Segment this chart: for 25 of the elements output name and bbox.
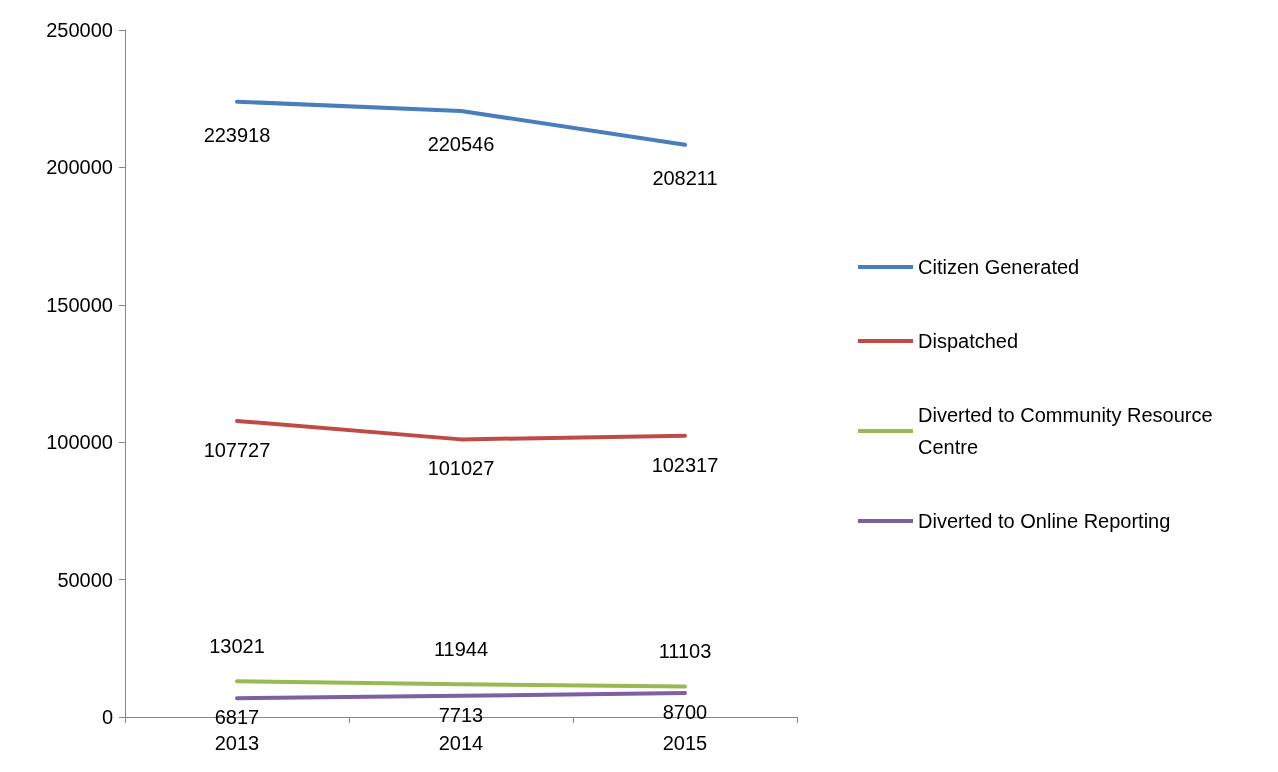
data-label: 11944 (433, 638, 489, 661)
y-tick-label: 100000 (46, 431, 113, 454)
y-tick-label: 150000 (46, 293, 113, 316)
data-label: 102317 (651, 453, 719, 476)
x-tick-label: 2014 (438, 732, 484, 754)
legend-label: Dispatched (918, 330, 1019, 352)
legend-label: Diverted to Community Resource Centre (918, 404, 1213, 458)
data-label: 7713 (438, 703, 484, 726)
x-tick-label: 2013 (214, 732, 260, 754)
data-label: 208211 (652, 166, 718, 189)
data-label: 11103 (658, 640, 712, 663)
data-label: 13021 (209, 635, 265, 658)
legend-label: Diverted to Online Reporting (918, 510, 1171, 532)
y-tick-label: 250000 (46, 19, 113, 41)
y-tick-label: 200000 (46, 156, 113, 179)
data-label: 223918 (203, 123, 271, 146)
legend-label: Citizen Generated (918, 256, 1080, 278)
data-label: 6817 (214, 706, 260, 729)
x-tick-label: 2015 (662, 732, 708, 754)
data-label: 8700 (662, 701, 708, 724)
y-tick-label: 0 (101, 706, 113, 728)
data-label: 220546 (427, 132, 495, 155)
y-tick-label: 50000 (57, 568, 113, 591)
data-label: 101027 (427, 457, 495, 480)
data-label: 107727 (203, 438, 271, 461)
